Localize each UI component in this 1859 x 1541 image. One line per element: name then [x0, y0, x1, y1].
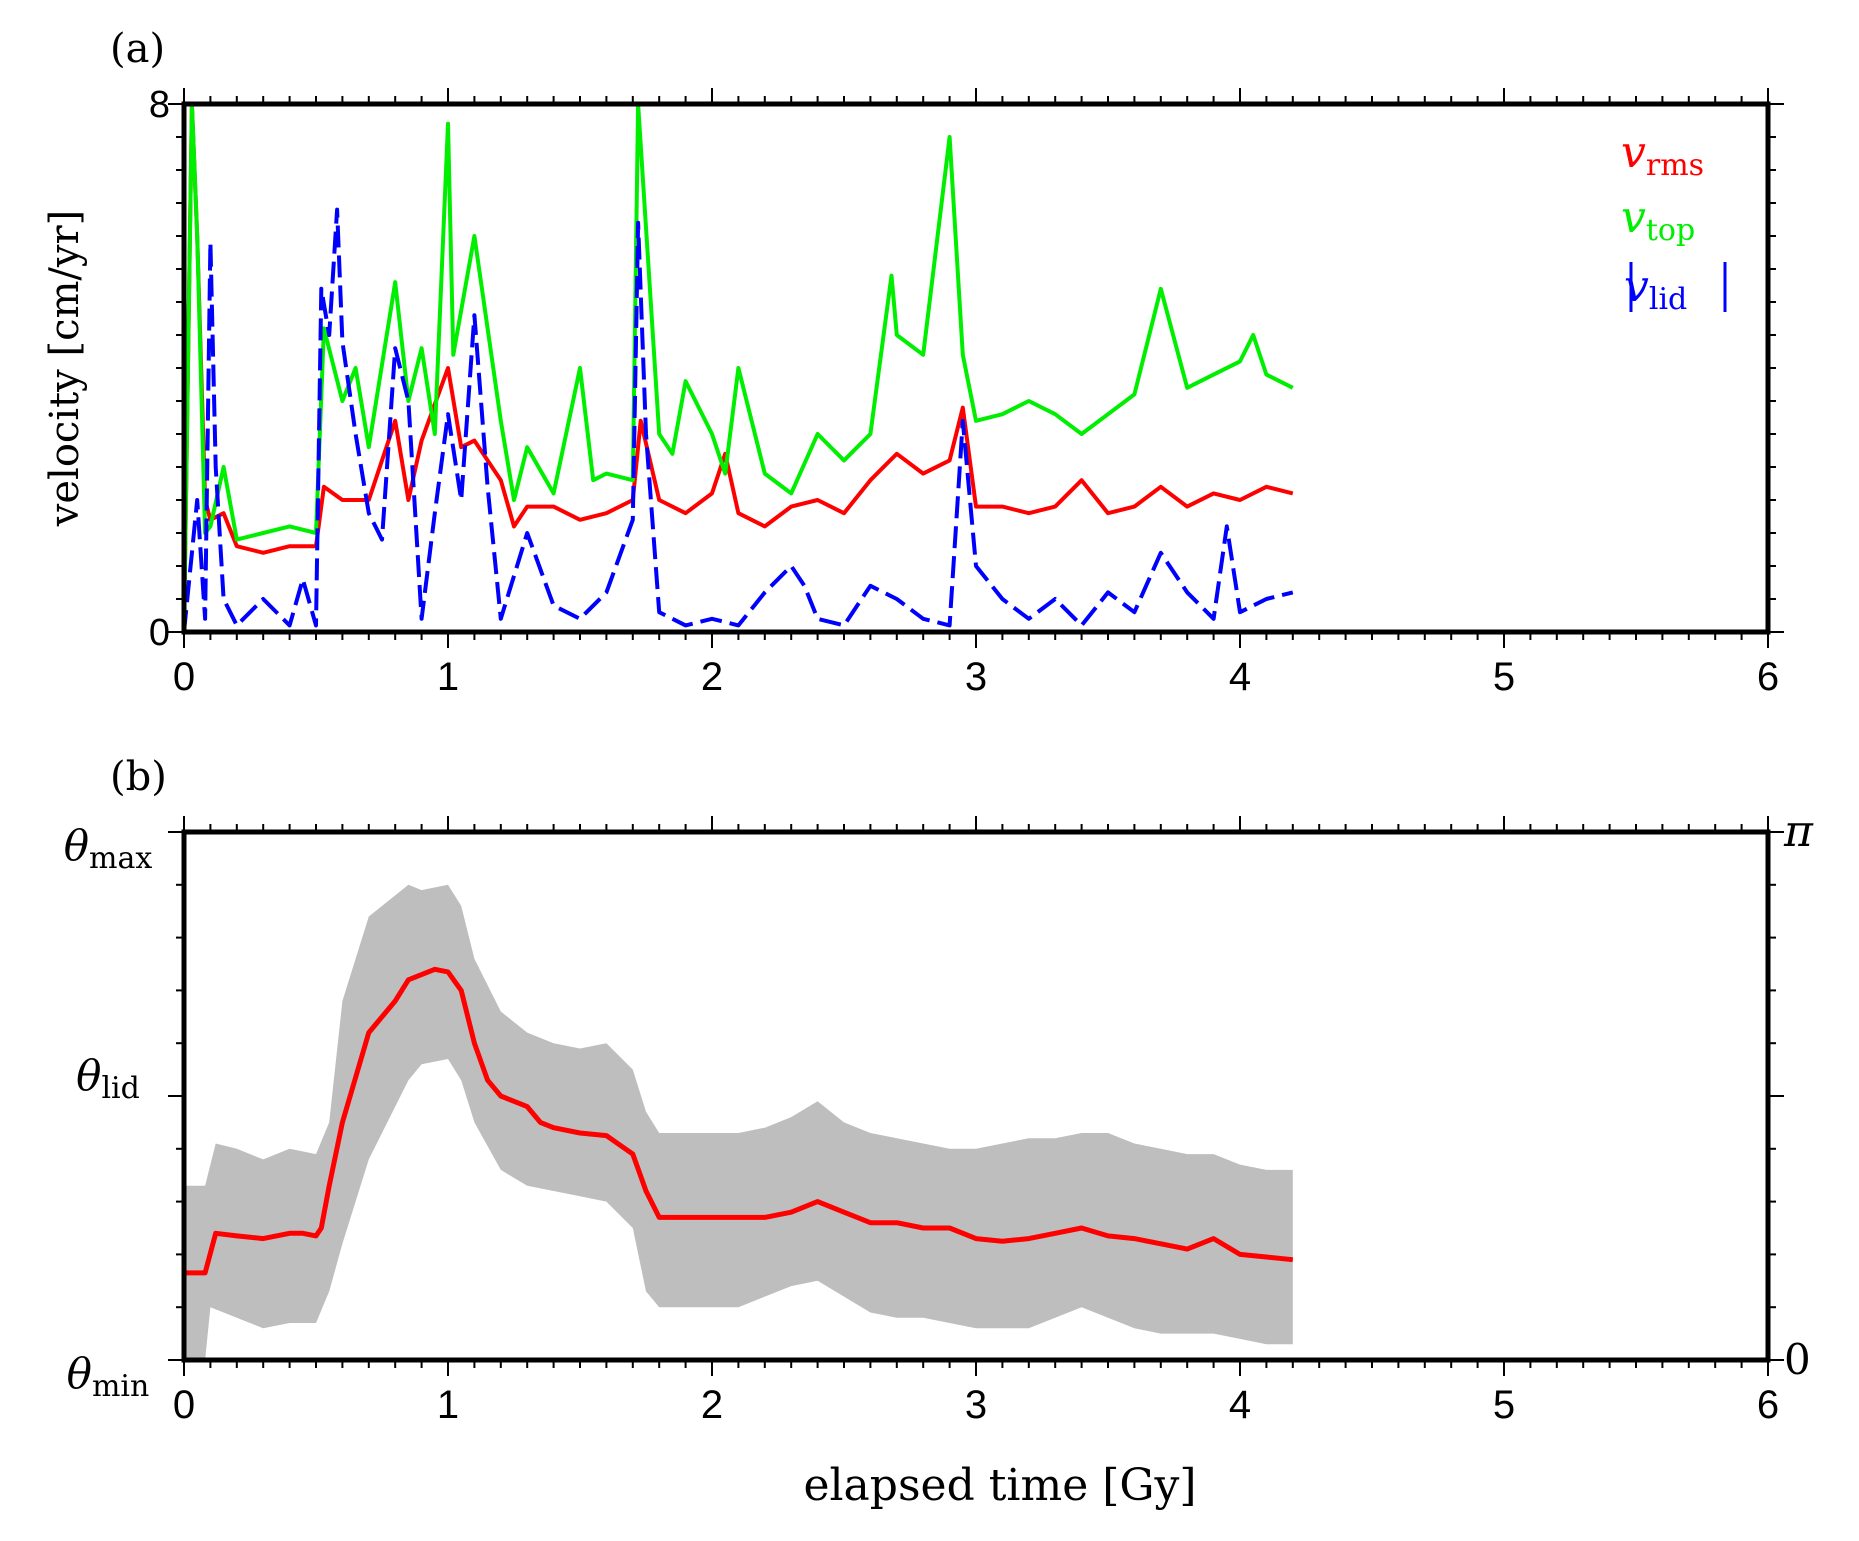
panel-a-x-tick-label: 6 — [1757, 655, 1779, 699]
panel-b-y-label-theta-max: θmax — [64, 821, 153, 876]
panel-a-x-tick-label: 2 — [701, 655, 723, 699]
theta-lid-sub: lid — [101, 1071, 139, 1106]
legend-entry-v-lid: vlid — [1624, 261, 1687, 317]
panel-b-x-tick-label: 3 — [965, 1383, 987, 1427]
panel-b-x-tick-label: 4 — [1229, 1383, 1251, 1427]
panel-a-y-axis-label: velocity [cm/yr] — [42, 210, 88, 527]
panel-b-right-tick-label-pi: π — [1783, 806, 1814, 857]
theta-max-base: θ — [64, 821, 89, 870]
legend-v-rms-base: v — [1621, 127, 1646, 178]
panel-b-x-axis-label: elapsed time [Gy] — [803, 1460, 1196, 1511]
series-line-lid — [184, 207, 1294, 632]
panel-b-label: (b) — [110, 754, 167, 800]
panel-b-y-label-theta-min: θmin — [67, 1349, 150, 1404]
panel-a-x-tick-labels: 0 1 2 3 4 5 6 — [173, 655, 1779, 699]
legend-v-rms-sub: rms — [1646, 148, 1704, 183]
panel-a-label: (a) — [110, 26, 165, 72]
panel-a-x-tick-label: 1 — [437, 655, 459, 699]
panel-b-x-tick-label: 2 — [701, 1383, 723, 1427]
panel-b-x-tick-label: 1 — [437, 1383, 459, 1427]
theta-min-sub: min — [92, 1369, 149, 1404]
legend-v-lid-base: v — [1624, 261, 1649, 312]
legend-entry-v-rms: vrms — [1621, 127, 1704, 183]
legend-entry-v-top: vtop — [1621, 192, 1695, 248]
panel-a-frame — [181, 101, 1771, 635]
panel-a-y-tick-label-max: 8 — [149, 84, 170, 126]
panel-a-series — [184, 104, 1294, 632]
panel-a-x-tick-label: 5 — [1493, 655, 1515, 699]
mean-line — [184, 966, 1294, 1276]
panel-a-x-tick-label: 0 — [173, 655, 195, 699]
panel-b-frame — [181, 829, 1771, 1363]
legend-v-top-base: v — [1621, 192, 1646, 243]
theta-min-base: θ — [67, 1349, 92, 1398]
legend: vrms vtop vlid — [1621, 127, 1727, 317]
panel-a-x-tick-label: 3 — [965, 655, 987, 699]
panel-b-right-tick-label-zero: 0 — [1784, 1335, 1811, 1384]
series-line-top — [184, 104, 1294, 632]
legend-v-top-sub: top — [1646, 213, 1695, 248]
spread-band — [184, 884, 1293, 1360]
panel-a-y-tick-label-min: 0 — [149, 612, 170, 654]
theta-max-sub: max — [89, 841, 152, 876]
panel-b-x-tick-labels: 0 1 2 3 4 5 6 — [173, 1383, 1779, 1427]
theta-lid-base: θ — [76, 1051, 101, 1100]
panel-a-x-tick-label: 4 — [1229, 655, 1251, 699]
legend-v-lid-sub: lid — [1649, 282, 1687, 317]
panel-b-x-tick-label: 0 — [173, 1383, 195, 1427]
panel-b-x-tick-label: 6 — [1757, 1383, 1779, 1427]
panel-b-y-label-theta-lid: θlid — [76, 1051, 140, 1106]
panel-b-x-tick-label: 5 — [1493, 1383, 1515, 1427]
panel-b-series — [184, 884, 1294, 1360]
